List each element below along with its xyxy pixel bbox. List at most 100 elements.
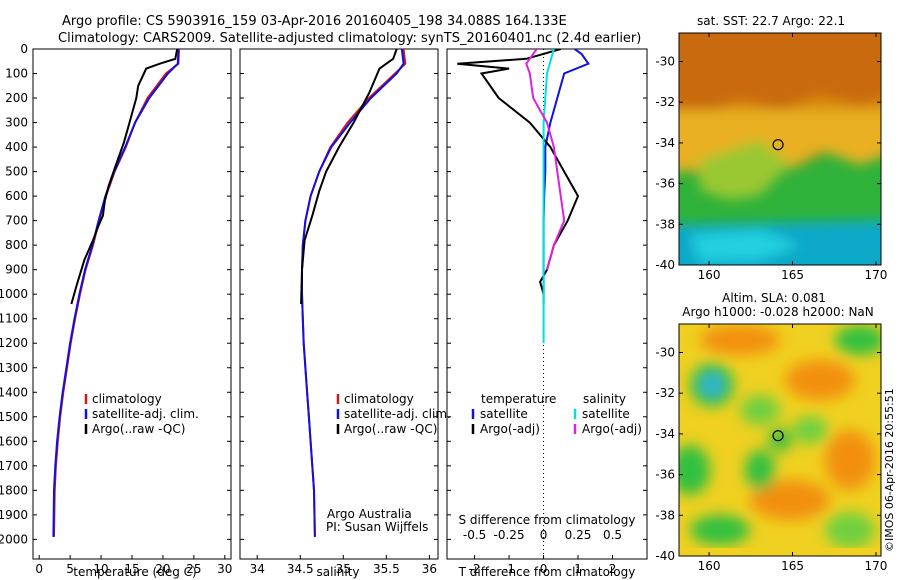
salinity-frame	[239, 48, 439, 560]
map-lon-tick: 160	[698, 559, 721, 573]
temperature-series-line	[52, 49, 180, 537]
map-lon-tick: 170	[865, 559, 888, 573]
sst-frame	[678, 32, 882, 266]
depth-tick-label: 2000	[0, 532, 28, 546]
salinity-diff-tick-label: 0	[540, 528, 548, 542]
legend-t-argo: Argo(-adj)	[480, 422, 540, 436]
legend-s-argo: Argo(-adj)	[582, 422, 642, 436]
difference-legend: temperature salinity satellite satellite…	[471, 392, 642, 436]
sla-map-title: Altim. SLA: 0.081	[722, 291, 826, 305]
salinity-panel: 34 34.5 35 35.5 36 salinity climatology sate…	[239, 48, 451, 579]
depth-tick-label: 600	[5, 189, 28, 203]
temperature-legend: climatology satellite-adj. clim. Argo(..…	[84, 392, 199, 436]
depth-tick-label: 1600	[0, 434, 28, 448]
legend-argo-s: Argo(..raw -QC)	[344, 422, 437, 436]
temperature-frame	[32, 48, 232, 560]
temperature-panel: 0100200300400500600700800900100011001200…	[0, 42, 232, 579]
difference-lines	[457, 49, 590, 344]
depth-tick-label: 200	[5, 91, 28, 105]
salinity-diff-tick-label: -0.5	[463, 528, 486, 542]
sst-map: sat. SST: 22.7 Argo: 22.1 160 165 170 -30 -3…	[655, 14, 887, 282]
temperature-xtick: 20	[155, 562, 170, 576]
depth-ticks: 0 100 200 300 400 500 600 700 800 900 1000 1100 1200…	[0, 42, 231, 546]
legend-t-satellite: satellite	[480, 407, 528, 421]
legend-header-salinity: salinity	[583, 392, 626, 406]
sla-map: Altim. SLA: 0.081 Argo h1000: -0.028 h20…	[655, 291, 887, 573]
depth-tick-label: 800	[5, 238, 28, 252]
note-argo-australia: Argo Australia	[327, 507, 412, 521]
temperature-xtick: 10	[93, 562, 108, 576]
temperature-xlabel: temperature (deg C)	[73, 565, 196, 579]
map-lat-tick: -32	[655, 386, 675, 400]
depth-tick-label: 100	[5, 67, 28, 81]
map-lat-tick: -36	[655, 468, 675, 482]
depth-tick-label: 0	[20, 42, 28, 56]
difference-frame	[446, 48, 648, 560]
legend-header-temperature: temperature	[481, 392, 556, 406]
salinity-xlabel: salinity	[316, 565, 359, 579]
map-lat-tick: -32	[655, 95, 675, 109]
sst-field	[679, 33, 881, 265]
depth-tick-label: 1300	[0, 361, 28, 375]
difference-series-line	[525, 49, 566, 270]
salinity-xtick: 34.5	[287, 562, 314, 576]
map-lat-tick: -38	[655, 508, 675, 522]
depth-tick-label: 400	[5, 140, 28, 154]
legend-satellite-adj-s: satellite-adj. clim.	[344, 407, 451, 421]
map-lat-tick: -40	[655, 549, 675, 563]
temperature-xtick: 25	[186, 562, 201, 576]
map-lon-tick: 165	[781, 559, 804, 573]
difference-panel: -2 -1 0 1 2 T difference from climatology S …	[446, 48, 648, 579]
temperature-xtick: 5	[66, 562, 74, 576]
difference-xtick: -1	[503, 562, 515, 576]
map-lon-tick: 165	[781, 268, 804, 282]
map-lat-tick: -36	[655, 177, 675, 191]
difference-xtick: -2	[469, 562, 481, 576]
temperature-series-line	[70, 49, 179, 305]
legend-satellite-adj: satellite-adj. clim.	[92, 407, 199, 421]
map-lat-tick: -34	[655, 136, 675, 150]
legend-s-satellite: satellite	[582, 407, 630, 421]
salinity-xtick: 36	[422, 562, 437, 576]
map-lat-tick: -34	[655, 427, 675, 441]
legend-climatology: climatology	[92, 392, 162, 406]
difference-series-line	[542, 49, 555, 344]
sla-field	[679, 324, 881, 556]
salinity-xtick: 34	[250, 562, 265, 576]
credit-text: ©IMOS 06-Apr-2016 20:55:51	[883, 388, 896, 552]
depth-tick-label: 1100	[0, 312, 28, 326]
sst-argo-marker	[772, 139, 784, 151]
note-pi: PI: Susan Wijffels	[326, 520, 428, 534]
legend-argo: Argo(..raw -QC)	[92, 422, 185, 436]
salinity-diff-tick-label: 0.25	[565, 528, 592, 542]
salinity-depth-ticks	[240, 48, 438, 540]
difference-xtick: 0	[540, 562, 548, 576]
map-lat-tick: -30	[655, 54, 675, 68]
sst-map-title: sat. SST: 22.7 Argo: 22.1	[697, 14, 845, 28]
depth-tick-label: 1000	[0, 287, 28, 301]
salinity-diff-tick-label: -0.25	[494, 528, 525, 542]
map-lat-tick: -38	[655, 217, 675, 231]
temperature-xtick: 0	[35, 562, 43, 576]
depth-tick-label: 1900	[0, 508, 28, 522]
difference-xtick: 2	[609, 562, 617, 576]
salinity-diff-tick-label: 0.5	[603, 528, 622, 542]
sst-ticks: 160 165 170 -30 -32 -34 -36 -38 -40	[655, 33, 887, 282]
depth-tick-label: 500	[5, 165, 28, 179]
map-lon-tick: 160	[698, 268, 721, 282]
depth-tick-label: 1700	[0, 459, 28, 473]
depth-tick-label: 1500	[0, 410, 28, 424]
difference-xlabel: T difference from climatology	[458, 565, 636, 579]
sla-argo-marker	[772, 430, 784, 442]
depth-tick-label: 900	[5, 263, 28, 277]
difference-xtick: 1	[574, 562, 582, 576]
map-lat-tick: -30	[655, 345, 675, 359]
sla-ticks: 160 165 170 -30 -32 -34 -36 -38 -40	[655, 324, 887, 573]
temperature-series-line	[53, 49, 180, 537]
salinity-lines	[300, 49, 407, 537]
salinity-legend: climatology satellite-adj. clim. Argo(..…	[336, 392, 451, 436]
sla-map-subtitle: Argo h1000: -0.028 h2000: NaN	[682, 305, 874, 319]
salinity-xtick: 35	[336, 562, 351, 576]
sla-frame	[678, 323, 882, 557]
